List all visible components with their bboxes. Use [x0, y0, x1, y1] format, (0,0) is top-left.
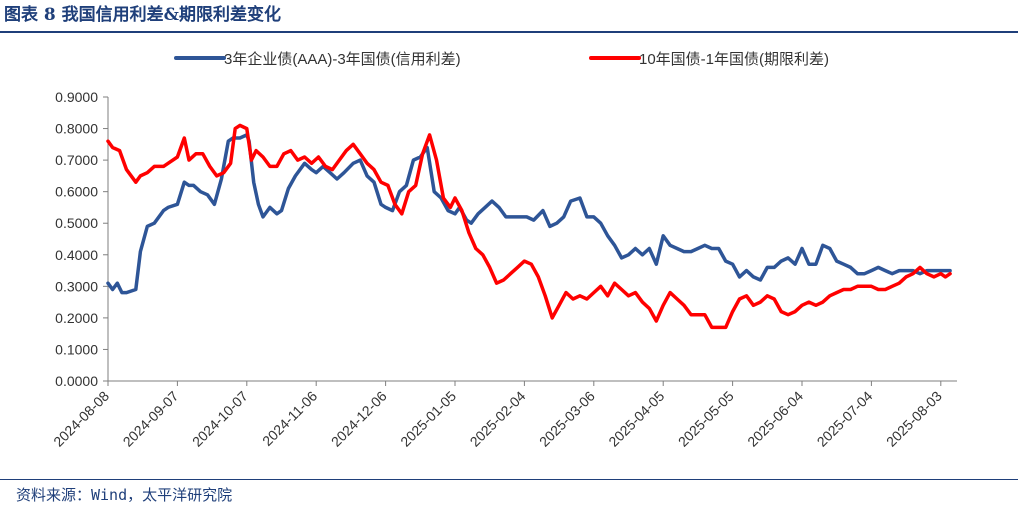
y-tick-label: 0.3000	[55, 278, 98, 294]
x-tick-label: 2024-12-06	[328, 388, 390, 450]
y-tick-label: 0.1000	[55, 341, 98, 357]
x-tick-label: 2025-02-04	[467, 388, 529, 450]
x-tick-label: 2025-07-04	[814, 388, 876, 450]
x-tick-label: 2024-09-07	[120, 388, 182, 450]
y-tick-label: 0.8000	[55, 121, 98, 137]
y-tick-label: 0.9000	[55, 89, 98, 105]
x-tick-label: 2025-08-03	[883, 388, 945, 450]
legend-label-term-spread: 10年国债-1年国债(期限利差)	[639, 51, 829, 68]
x-tick-label: 2025-01-05	[397, 388, 459, 450]
series-line-term-spread	[106, 123, 952, 330]
x-axis: 2024-08-08 2024-09-07 2024-10-07 2024-11-06…	[50, 380, 957, 450]
y-tick-label: 0.5000	[55, 215, 98, 231]
x-tick-label: 2024-10-07	[189, 388, 251, 450]
x-tick-label: 2024-11-06	[259, 388, 320, 449]
figure-title: 图表 8 我国信用利差&期限利差变化	[4, 5, 282, 25]
y-tick-label: 0.0000	[55, 373, 98, 389]
series-layer	[106, 123, 952, 330]
x-tick-label: 2025-04-05	[605, 388, 667, 450]
source-rule	[0, 479, 1018, 480]
y-tick-label: 0.7000	[55, 152, 98, 168]
title-rule	[0, 31, 1018, 33]
x-tick-label: 2025-06-04	[744, 388, 806, 450]
source-note: 资料来源：Wind，太平洋研究院	[16, 486, 233, 504]
y-tick-label: 0.6000	[55, 184, 98, 200]
y-axis: 0.0000 0.1000 0.2000 0.3000 0.4000 0.5000 0.60…	[55, 89, 109, 389]
line-chart: 3年企业债(AAA)-3年国债(信用利差) 10年国债-1年国债(期限利差) 0…	[50, 50, 957, 450]
legend-label-credit-spread: 3年企业债(AAA)-3年国债(信用利差)	[224, 50, 461, 68]
x-tick-label: 2025-03-06	[536, 388, 598, 450]
y-tick-label: 0.2000	[55, 310, 98, 326]
x-tick-label: 2024-08-08	[50, 388, 112, 450]
x-tick-label: 2025-05-05	[675, 388, 737, 450]
y-tick-label: 0.4000	[55, 247, 98, 263]
series-line-credit-spread	[106, 133, 952, 295]
chart-legend: 3年企业债(AAA)-3年国债(信用利差) 10年国债-1年国债(期限利差)	[174, 50, 829, 68]
